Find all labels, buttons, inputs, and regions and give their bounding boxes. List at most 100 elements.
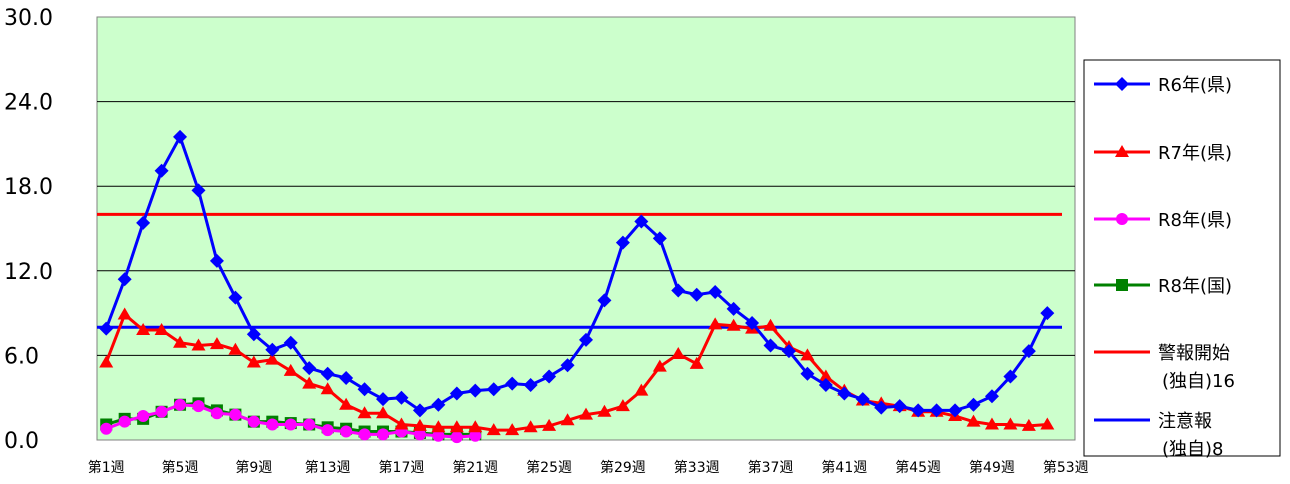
- data-point: [1040, 306, 1055, 321]
- data-point: [358, 428, 371, 441]
- data-point: [1003, 417, 1018, 430]
- data-point: [283, 363, 298, 376]
- x-tick-label: 第41週: [821, 459, 867, 476]
- legend-label: R8年(国): [1158, 276, 1232, 297]
- data-point: [154, 163, 169, 178]
- data-point: [800, 348, 815, 361]
- data-point: [948, 403, 963, 418]
- legend-item: 警報開始 (独自)16: [1094, 343, 1235, 392]
- data-point: [560, 358, 575, 373]
- series-line: [104, 133, 1049, 413]
- data-point: [468, 420, 483, 433]
- legend-sublabel: (独自)8: [1162, 439, 1224, 460]
- data-point: [1021, 418, 1036, 431]
- legend-item: R8年(県): [1094, 210, 1232, 231]
- data-point: [486, 382, 501, 397]
- x-tick-label: 第29週: [600, 459, 646, 476]
- data-point: [321, 424, 334, 437]
- data-point: [708, 284, 723, 299]
- data-point: [357, 382, 372, 397]
- x-tick-label: 第9週: [235, 459, 272, 476]
- data-point: [283, 335, 298, 350]
- x-tick-label: 第5週: [162, 459, 199, 476]
- data-point: [99, 321, 114, 336]
- data-point: [966, 397, 981, 412]
- data-point: [615, 399, 630, 412]
- y-tick-label: 12.0: [4, 260, 53, 285]
- data-point: [228, 290, 243, 305]
- data-point: [634, 383, 649, 396]
- data-point: [209, 337, 224, 350]
- data-point: [560, 413, 575, 426]
- data-point: [100, 422, 113, 435]
- data-point: [284, 418, 297, 431]
- data-point: [357, 406, 372, 419]
- data-point: [449, 420, 464, 433]
- data-point: [615, 235, 630, 250]
- y-tick-label: 0.0: [4, 429, 39, 454]
- data-point: [781, 344, 796, 359]
- data-point: [117, 307, 132, 320]
- data-point: [469, 429, 482, 442]
- data-point: [892, 399, 907, 414]
- legend-label: R6年(県): [1158, 75, 1232, 96]
- legend-marker: [1115, 145, 1129, 157]
- data-point: [542, 369, 557, 384]
- data-point: [726, 318, 741, 331]
- data-point: [468, 383, 483, 398]
- data-point: [413, 428, 426, 441]
- data-point: [229, 408, 242, 421]
- data-point: [652, 231, 667, 246]
- legend-item: R7年(県): [1094, 143, 1232, 164]
- data-point: [339, 397, 354, 410]
- data-point: [246, 327, 261, 342]
- data-point: [99, 355, 114, 368]
- data-point: [818, 378, 833, 393]
- data-point: [191, 338, 206, 351]
- data-point: [726, 301, 741, 316]
- legend-marker: [1116, 213, 1128, 225]
- data-point: [431, 420, 446, 433]
- data-point: [652, 359, 667, 372]
- data-point: [137, 410, 150, 423]
- data-point: [634, 214, 649, 229]
- x-tick-label: 第33週: [674, 459, 720, 476]
- data-point: [523, 378, 538, 393]
- x-tick-label: 第25週: [526, 459, 572, 476]
- data-point: [1003, 369, 1018, 384]
- x-tick-label: 第13週: [305, 459, 351, 476]
- plot-area: [96, 16, 1076, 441]
- data-point: [302, 376, 317, 389]
- legend-label: 警報開始: [1158, 343, 1230, 364]
- y-tick-label: 24.0: [4, 91, 53, 116]
- legend-label: R7年(県): [1158, 143, 1232, 164]
- data-point: [579, 407, 593, 420]
- y-tick-label: 18.0: [4, 175, 53, 200]
- legend-item: 注意報 (独自)8: [1094, 411, 1224, 460]
- data-point: [597, 293, 612, 308]
- data-point: [984, 417, 999, 430]
- data-point: [265, 342, 280, 357]
- data-point: [505, 376, 520, 391]
- legend-label: R8年(県): [1158, 210, 1232, 231]
- data-point: [837, 386, 852, 401]
- data-point: [412, 418, 427, 431]
- data-point: [136, 215, 151, 230]
- data-point: [505, 423, 520, 436]
- legend-item: R8年(国): [1094, 276, 1232, 297]
- series-line: [104, 312, 1048, 432]
- data-point: [303, 418, 316, 431]
- x-tick-label: 第53週: [1043, 459, 1089, 476]
- data-point: [246, 355, 261, 368]
- data-point: [929, 403, 944, 418]
- data-point: [432, 429, 445, 442]
- data-point: [118, 415, 131, 428]
- y-tick-label: 6.0: [4, 344, 39, 369]
- data-point: [210, 407, 223, 420]
- data-point: [763, 318, 778, 331]
- data-point: [689, 356, 704, 369]
- data-point: [340, 425, 353, 438]
- data-point: [377, 428, 390, 441]
